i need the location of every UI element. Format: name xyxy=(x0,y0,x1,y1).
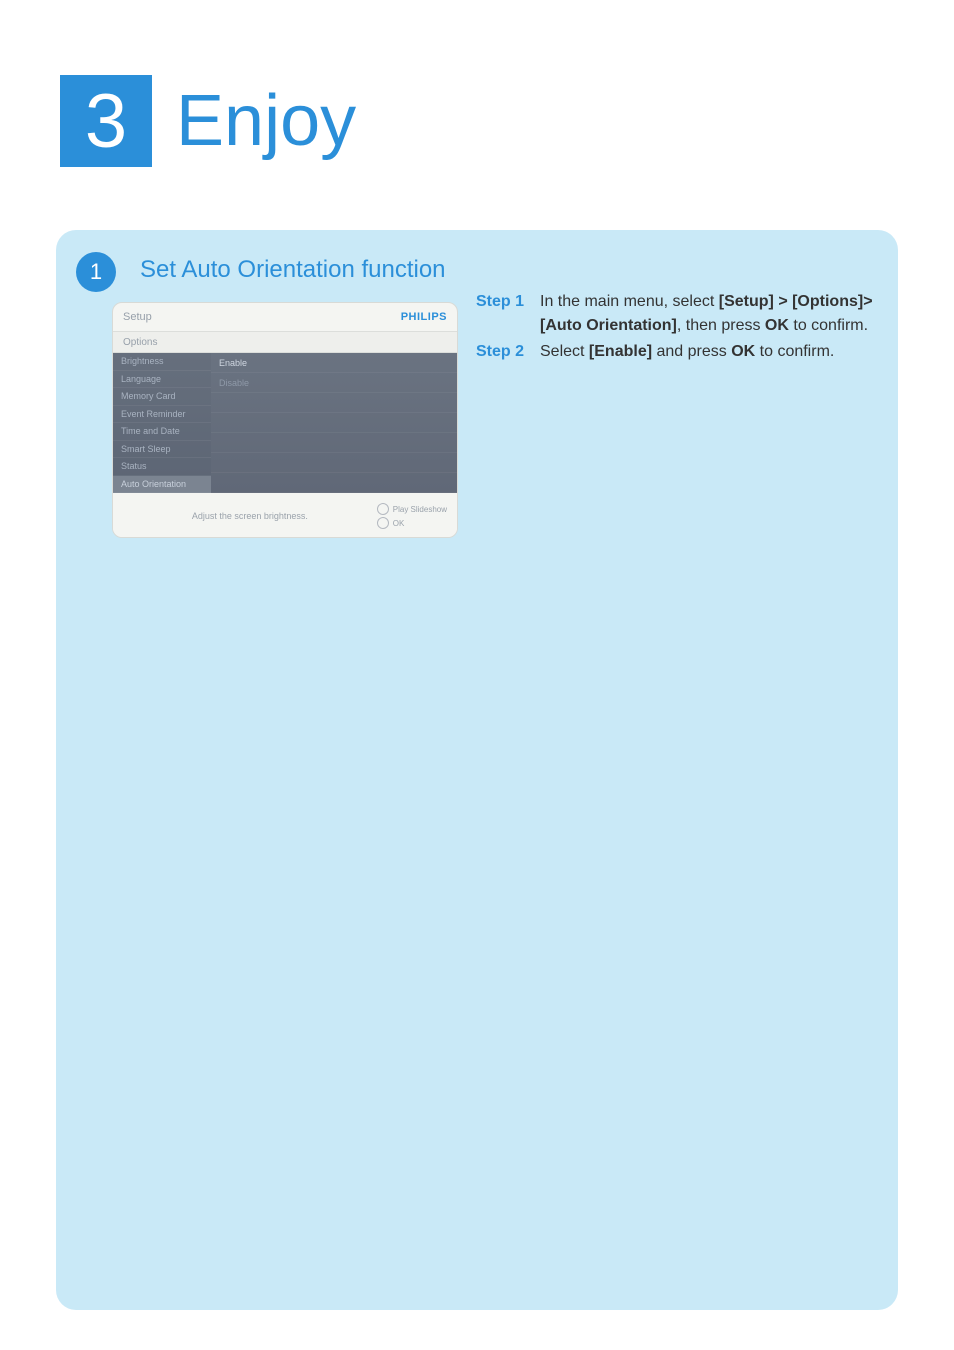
screenshot-header: Setup PHILIPS xyxy=(113,303,457,331)
mid-item: Disable xyxy=(211,373,297,393)
step-text: to confirm. xyxy=(755,343,834,360)
option-item: Smart Sleep xyxy=(113,441,211,459)
step-text: Select xyxy=(540,343,589,360)
footer-action: Play Slideshow xyxy=(377,503,447,515)
step-label: Step 1 xyxy=(476,290,540,338)
step-text: , then press xyxy=(677,317,765,334)
step-text: and press xyxy=(652,343,731,360)
mid-empty xyxy=(211,453,297,473)
right-row xyxy=(297,413,457,433)
step-label: Step 2 xyxy=(476,340,540,364)
footer-actions: Play Slideshow OK xyxy=(377,503,447,529)
option-item: Time and Date xyxy=(113,423,211,441)
instructions: Step 1 In the main menu, select [Setup] … xyxy=(476,290,874,366)
menu-path: [Setup] > [Options]> xyxy=(719,293,873,310)
options-label: Options xyxy=(123,337,157,348)
setup-label: Setup xyxy=(123,311,152,323)
instruction-step-1: Step 1 In the main menu, select [Setup] … xyxy=(476,290,874,338)
step-body: In the main menu, select [Setup] > [Opti… xyxy=(540,290,874,338)
section-badge-number: 1 xyxy=(90,259,102,285)
chapter-number: 3 xyxy=(85,78,127,165)
step-body: Select [Enable] and press OK to confirm. xyxy=(540,340,874,364)
mid-empty xyxy=(211,473,297,493)
page-header: 3 Enjoy xyxy=(60,75,356,167)
section-badge: 1 xyxy=(76,252,116,292)
footer-action-label: Play Slideshow xyxy=(393,505,447,514)
screenshot-footer: Adjust the screen brightness. Play Slide… xyxy=(113,493,457,538)
instruction-step-2: Step 2 Select [Enable] and press OK to c… xyxy=(476,340,874,364)
enable-text: [Enable] xyxy=(589,343,652,360)
footer-action: OK xyxy=(377,517,447,529)
step-text: In the main menu, select xyxy=(540,293,719,310)
mid-empty xyxy=(211,393,297,413)
right-row xyxy=(297,473,457,493)
options-body: Brightness Language Memory Card Event Re… xyxy=(113,353,457,493)
ok-icon xyxy=(377,517,389,529)
options-left-column: Brightness Language Memory Card Event Re… xyxy=(113,353,211,493)
options-header: Options xyxy=(113,331,457,353)
brand-logo: PHILIPS xyxy=(401,311,447,323)
mid-empty xyxy=(211,433,297,453)
mid-item: Enable xyxy=(211,353,297,373)
option-item: Event Reminder xyxy=(113,406,211,424)
menu-path: [Auto Orientation] xyxy=(540,317,677,334)
right-row xyxy=(297,353,457,373)
right-row xyxy=(297,433,457,453)
option-item: Memory Card xyxy=(113,388,211,406)
footer-hint: Adjust the screen brightness. xyxy=(123,511,377,521)
right-row xyxy=(297,453,457,473)
mid-empty xyxy=(211,413,297,433)
ok-text: OK xyxy=(731,343,755,360)
chapter-title: Enjoy xyxy=(176,80,356,162)
right-row xyxy=(297,393,457,413)
footer-action-label: OK xyxy=(393,519,405,528)
chapter-number-box: 3 xyxy=(60,75,152,167)
slideshow-icon xyxy=(377,503,389,515)
options-right-column xyxy=(297,353,457,493)
options-mid-column: Enable Disable xyxy=(211,353,297,493)
option-item-selected: Auto Orientation xyxy=(113,476,211,494)
section-title: Set Auto Orientation function xyxy=(140,256,446,284)
right-row xyxy=(297,373,457,393)
option-item: Status xyxy=(113,458,211,476)
content-panel: 1 Set Auto Orientation function Setup PH… xyxy=(56,230,898,1310)
option-item: Language xyxy=(113,371,211,389)
ok-text: OK xyxy=(765,317,789,334)
step-text: to confirm. xyxy=(789,317,868,334)
option-item: Brightness xyxy=(113,353,211,371)
device-screenshot: Setup PHILIPS Options Brightness Languag… xyxy=(112,302,458,538)
